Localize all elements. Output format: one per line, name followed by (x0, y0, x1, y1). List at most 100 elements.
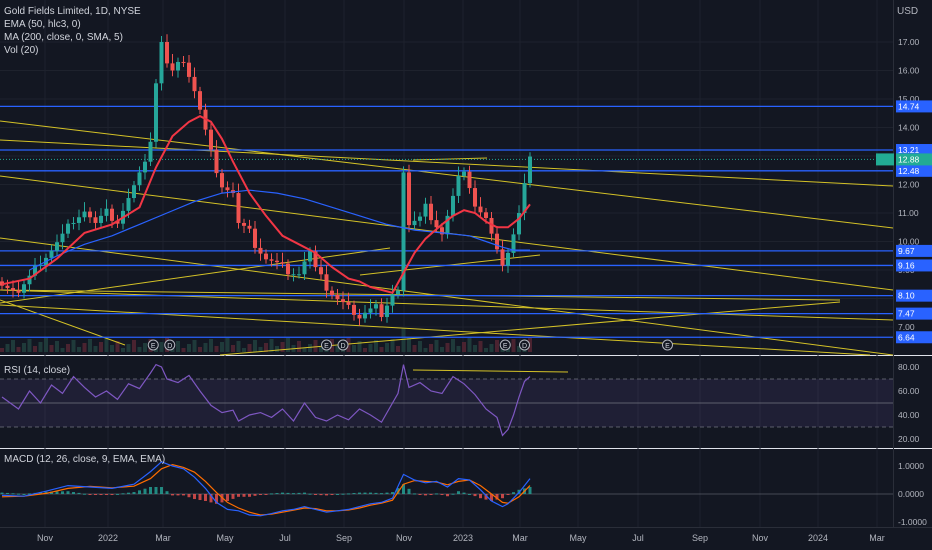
trendline (0, 247, 391, 304)
macd-histogram-bar (270, 493, 273, 495)
macd-histogram-bar (440, 494, 444, 495)
macd-histogram-bar (275, 493, 279, 495)
event-marker-label: D (340, 343, 345, 350)
y-tick-label: 7.00 (898, 322, 915, 332)
indicator-ma-label[interactable]: MA (200, close, 0, SMA, 5) (4, 32, 123, 43)
y-tick-label: 14.00 (898, 123, 920, 133)
macd-histogram-bar (61, 491, 64, 494)
macd-histogram-bar (253, 494, 257, 496)
macd-histogram-bar (462, 492, 466, 494)
candle-body (528, 156, 532, 184)
candle-body (247, 225, 252, 229)
volume-bar (286, 338, 290, 352)
macd-histogram-bar (259, 494, 262, 495)
candle-body (511, 234, 516, 253)
macd-histogram-bar (231, 494, 235, 499)
y-tick-label: 11.00 (898, 208, 919, 218)
candle-body (181, 61, 186, 63)
y-tick-label: 10.00 (898, 237, 920, 247)
event-marker: E (321, 339, 332, 351)
macd-histogram-bar (424, 494, 427, 496)
volume-bar (374, 340, 378, 352)
candle-body (412, 220, 417, 226)
candle-body (484, 212, 488, 218)
volume-bar (489, 344, 494, 352)
macd-histogram-bar (358, 492, 361, 494)
macd-histogram-bar (55, 491, 59, 494)
candle-body (313, 251, 318, 268)
volume-bar (99, 342, 103, 352)
volume-bar (143, 343, 147, 352)
macd-histogram-bar (374, 492, 378, 494)
volume-bar (203, 343, 208, 352)
macd-histogram-bar (242, 494, 246, 497)
volume-bar (429, 344, 433, 352)
macd-histogram-bar (512, 492, 515, 494)
macd-histogram-bar (149, 487, 152, 494)
candle-body (88, 211, 92, 218)
macd-histogram-bar (226, 494, 229, 501)
volume-bar (319, 347, 323, 352)
macd-histogram-bar (77, 492, 81, 494)
event-marker-label: D (522, 343, 527, 350)
y-tick-label: 17.00 (898, 37, 920, 47)
candle-body (165, 42, 169, 64)
candle-body (517, 213, 521, 235)
candle-body (253, 228, 257, 248)
price-level-badge (896, 164, 932, 177)
event-marker: E (499, 339, 511, 351)
volume-bar (258, 347, 263, 352)
volume-bar (302, 348, 307, 352)
volume-bar (264, 343, 268, 352)
price-level-label: 13.21 (898, 145, 920, 155)
macd-histogram-bar (143, 488, 147, 494)
event-marker-circle (499, 339, 511, 351)
macd-histogram-bar (66, 491, 70, 494)
y-tick-label: 16.00 (898, 66, 920, 76)
macd-histogram-bar (314, 494, 317, 495)
candle-body (71, 222, 76, 224)
volume-bar (77, 347, 81, 352)
volume-bar (269, 339, 274, 352)
volume-bar (517, 346, 521, 352)
candle-body (198, 91, 202, 110)
volume-bar (418, 341, 422, 352)
price-level-badge (896, 144, 932, 157)
volume-bar (275, 346, 279, 352)
volume-bar (187, 344, 191, 352)
macd-histogram-bar (198, 494, 202, 501)
volume-bars (0, 328, 532, 352)
candle-body (55, 242, 59, 251)
volume-bar (390, 339, 395, 352)
candle-body (33, 265, 37, 276)
candle-body (16, 290, 21, 293)
macd-histogram-bar (363, 492, 367, 494)
macd-histogram-bar (50, 491, 53, 494)
macd-histogram-bar (468, 494, 471, 495)
candle-body (478, 206, 483, 213)
macd-histogram-bar (182, 494, 185, 496)
candle-body (280, 262, 285, 264)
candle-body (11, 288, 15, 291)
candle-body (495, 233, 499, 250)
rsi-tick-label: 80.00 (898, 362, 920, 372)
macd-histogram-bar (193, 494, 196, 500)
macd-histogram-bar (435, 493, 438, 495)
indicator-vol-label[interactable]: Vol (20) (4, 45, 39, 56)
event-marker-circle (321, 339, 332, 351)
candle-body (104, 208, 109, 216)
candle-body (407, 172, 411, 226)
volume-bar (0, 348, 4, 352)
candle-body (82, 211, 87, 218)
trendline (0, 237, 894, 356)
macd-histogram-bar (446, 494, 449, 497)
last-price-badge (896, 153, 932, 166)
macd-title: MACD (12, 26, close, 9, EMA, EMA) (4, 454, 166, 465)
candle-body (66, 223, 70, 234)
volume-bar (220, 342, 224, 352)
candle-body (214, 149, 219, 174)
macd-histogram-bar (330, 494, 334, 495)
candle-body (445, 215, 450, 235)
indicator-ema-label[interactable]: EMA (50, hlc3, 0) (4, 19, 81, 30)
